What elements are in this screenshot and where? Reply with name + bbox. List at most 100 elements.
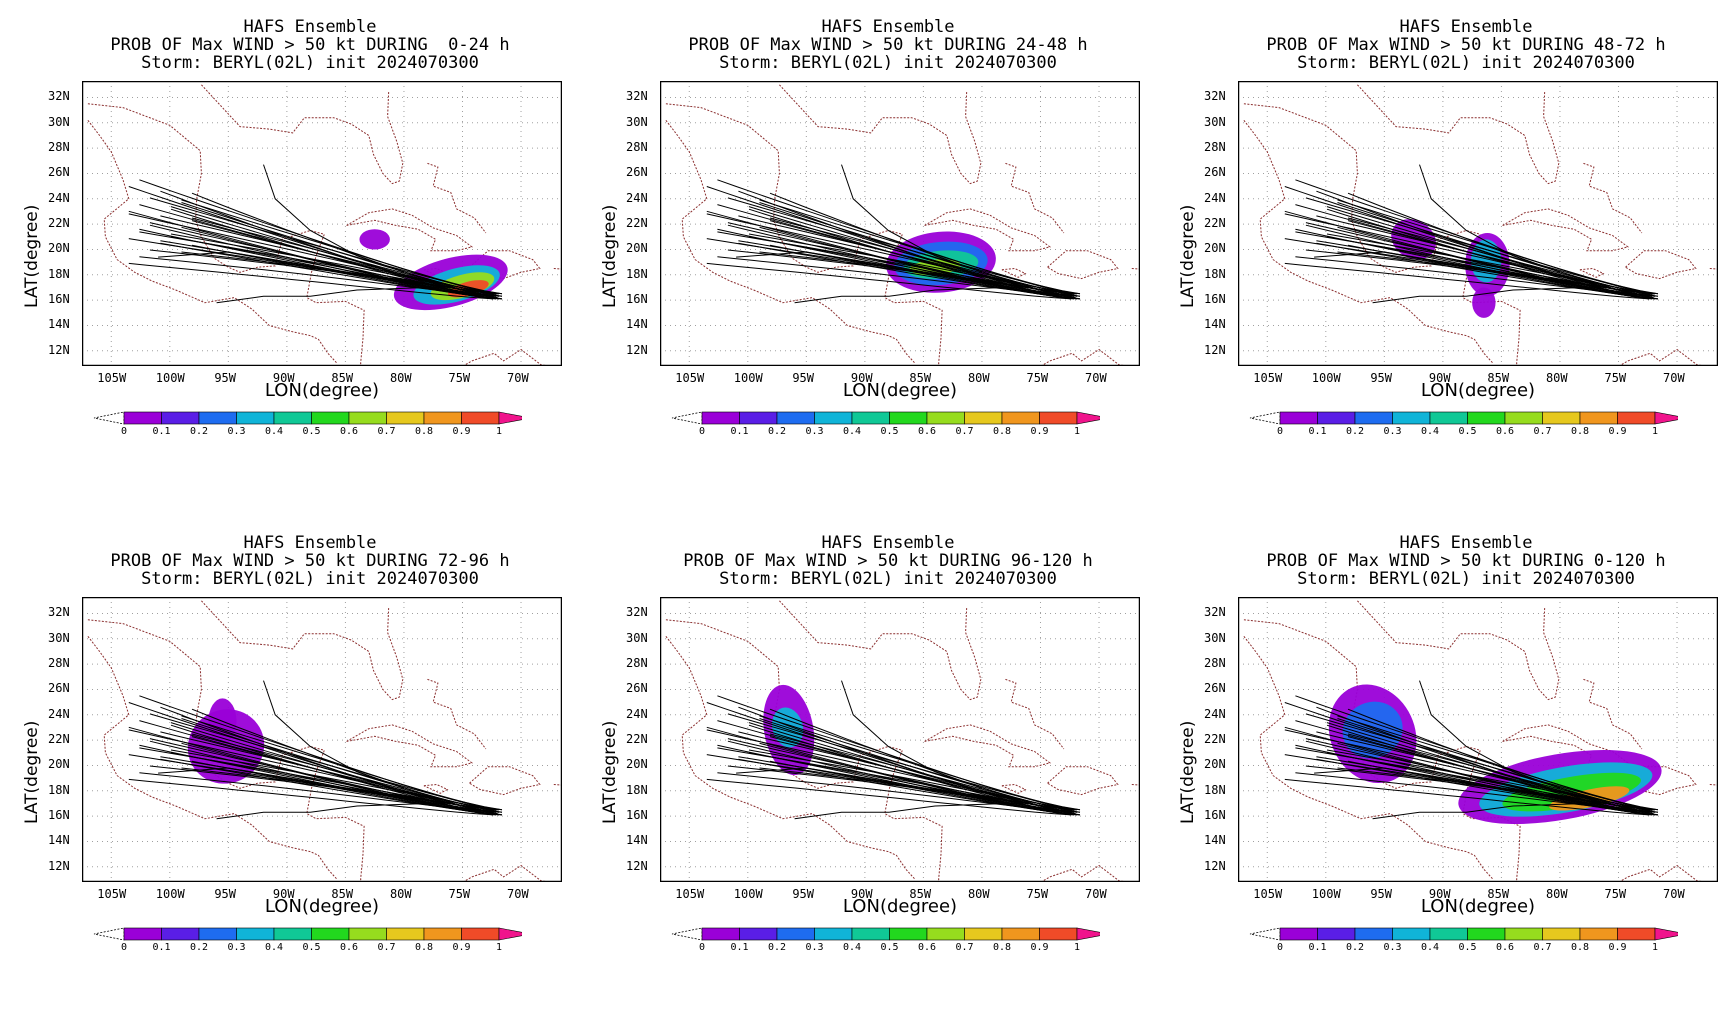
lat-tick-label: 24N xyxy=(1204,190,1226,205)
colorbar-tick-label: 0.8 xyxy=(414,942,434,953)
colorbar-tick-label: 1 xyxy=(1073,942,1081,953)
colorbar-over-arrow xyxy=(1076,411,1100,425)
colorbar-tick-label: 0.7 xyxy=(377,426,396,437)
lat-tick-label: 20N xyxy=(1204,241,1226,256)
lon-tick-label: 105W xyxy=(97,371,127,385)
colorbar-segment xyxy=(461,411,500,425)
colorbar-segment xyxy=(1354,927,1393,941)
colorbar-segment xyxy=(1279,927,1318,941)
lat-tick-label: 14N xyxy=(1204,317,1226,332)
lon-tick-label: 90W xyxy=(272,887,295,901)
colorbar-tick-label: 0.2 xyxy=(1345,426,1365,437)
lon-tick-label: 105W xyxy=(97,887,127,901)
lat-tick-label: 24N xyxy=(1204,706,1226,721)
colorbar-segment xyxy=(814,927,853,941)
lon-tick-label: 105W xyxy=(675,371,705,385)
colorbar-segment xyxy=(1317,411,1356,425)
lon-tick-label: 100W xyxy=(733,371,763,385)
colorbar-segment xyxy=(701,411,740,425)
coastline xyxy=(469,250,541,280)
panel-0-120h: HAFS Ensemble PROB OF Max WIND > 50 kt D… xyxy=(1178,533,1731,1034)
coastline xyxy=(346,208,474,252)
lat-tick-label: 12N xyxy=(626,342,648,357)
map-frame xyxy=(82,81,562,366)
colorbar-tick-label: 0.9 xyxy=(452,426,471,437)
colorbar-segment xyxy=(1617,411,1656,425)
lon-tick-label: 90W xyxy=(1428,887,1451,901)
panel-title-line1: HAFS Ensemble xyxy=(1399,533,1533,553)
x-axis-label: LON(degree) xyxy=(842,380,958,401)
lat-tick-label: 16N xyxy=(1204,292,1226,307)
colorbar-segment xyxy=(1579,927,1618,941)
lat-tick-label: 28N xyxy=(626,656,648,671)
colorbar-tick-label: 0.9 xyxy=(1030,426,1049,437)
coastline xyxy=(201,84,404,185)
lat-tick-label: 28N xyxy=(626,140,648,155)
ensemble-track xyxy=(1284,778,1650,816)
colorbar-segment xyxy=(701,927,740,941)
lat-tick-label: 12N xyxy=(48,342,70,357)
panel-title-line2: PROB OF Max WIND > 50 kt DURING 48-72 h xyxy=(1266,35,1666,55)
ensemble-track xyxy=(706,702,1072,813)
lat-tick-label: 22N xyxy=(48,732,70,747)
lon-tick-label: 105W xyxy=(1253,371,1283,385)
lat-tick-label: 28N xyxy=(48,656,70,671)
ensemble-track xyxy=(736,767,1076,812)
lat-tick-label: 32N xyxy=(626,89,648,104)
lat-tick-label: 22N xyxy=(626,732,648,747)
ensemble-track xyxy=(1314,251,1654,296)
ensemble-track xyxy=(717,179,1075,295)
colorbar-tick-label: 0.2 xyxy=(767,942,787,953)
ensemble-track xyxy=(263,164,405,273)
colorbar xyxy=(1249,927,1678,941)
probability-map xyxy=(1238,597,1718,882)
panel-title-line1: HAFS Ensemble xyxy=(243,17,377,37)
colorbar-segment xyxy=(1542,927,1581,941)
coastline xyxy=(1047,250,1119,280)
colorbar-tick-label: 0.4 xyxy=(842,426,862,437)
lat-tick-label: 22N xyxy=(48,216,70,231)
colorbar-tick-label: 0.1 xyxy=(152,426,171,437)
panel-title-line2: PROB OF Max WIND > 50 kt DURING 0-120 h xyxy=(1266,551,1666,571)
lon-tick-label: 80W xyxy=(967,371,990,385)
ensemble-track xyxy=(841,164,983,273)
coastline xyxy=(1243,119,1494,364)
ensemble-track xyxy=(706,262,1072,300)
lon-tick-label: 95W xyxy=(214,887,237,901)
colorbar-segment xyxy=(851,411,890,425)
y-axis-label: LAT(degree) xyxy=(600,720,620,824)
lon-tick-label: 80W xyxy=(389,371,412,385)
x-axis-label: LON(degree) xyxy=(264,896,380,917)
colorbar-tick-label: 0.5 xyxy=(1458,942,1477,953)
lon-tick-label: 85W xyxy=(331,371,354,385)
lon-tick-label: 70W xyxy=(1663,887,1685,901)
lat-tick-label: 18N xyxy=(626,782,648,797)
coastline xyxy=(1001,267,1027,278)
lon-tick-label: 75W xyxy=(1604,371,1627,385)
lat-tick-label: 20N xyxy=(626,241,648,256)
colorbar-tick-label: 0.4 xyxy=(264,942,284,953)
coastline xyxy=(427,678,487,750)
colorbar-tick-label: 0.3 xyxy=(1383,942,1402,953)
lon-tick-label: 100W xyxy=(1311,887,1341,901)
lat-tick-label: 24N xyxy=(626,706,648,721)
y-axis-label: LAT(degree) xyxy=(1178,204,1198,308)
lon-tick-label: 80W xyxy=(389,887,412,901)
ensemble-track xyxy=(128,262,494,300)
colorbar-segment xyxy=(851,927,890,941)
colorbar-tick-label: 0.2 xyxy=(189,942,209,953)
x-axis-label: LON(degree) xyxy=(1420,380,1536,401)
colorbar xyxy=(93,411,522,425)
probability-map xyxy=(660,597,1140,882)
lat-tick-label: 30N xyxy=(626,114,648,129)
colorbar-tick-label: 0.2 xyxy=(767,426,787,437)
colorbar-tick-label: 1 xyxy=(495,426,503,437)
lon-tick-label: 80W xyxy=(1545,371,1568,385)
colorbar-tick-label: 0.8 xyxy=(1570,942,1590,953)
x-axis-label: LON(degree) xyxy=(264,380,380,401)
ensemble-track xyxy=(128,186,494,297)
lon-tick-label: 85W xyxy=(1487,371,1510,385)
ensemble-track xyxy=(1419,164,1561,273)
panel-title-line2: PROB OF Max WIND > 50 kt DURING 0-24 h xyxy=(110,35,510,55)
lon-tick-label: 80W xyxy=(967,887,990,901)
